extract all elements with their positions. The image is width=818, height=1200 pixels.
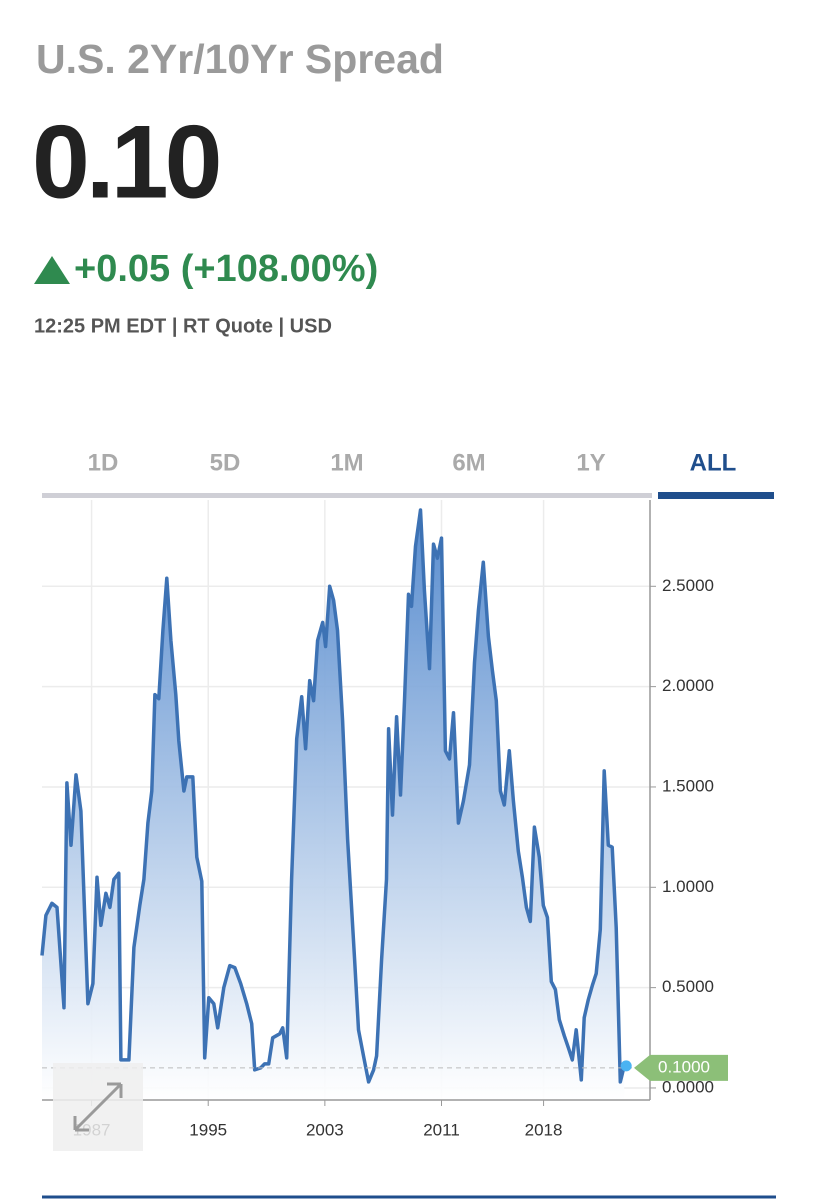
change: +0.05 (+108.00%) [74,248,378,290]
tab[interactable]: ALL [690,449,737,476]
tab[interactable]: 1Y [576,449,605,476]
tab-underline[interactable] [42,493,164,498]
tab[interactable]: 1D [88,449,119,476]
tab-underline[interactable] [530,493,652,498]
tab-bar: 1D 5D 1M 6M 1Y ALL [42,449,774,499]
tab[interactable]: 1M [330,449,363,476]
tab-underline[interactable] [658,492,774,499]
price: 0.10 [32,104,219,220]
plot: 0.00000.50001.00001.50002.00002.50001987… [40,500,728,1139]
last-value-label: 0.1000 [658,1057,710,1076]
tab-underline[interactable] [164,493,286,498]
y-tick-label: 1.0000 [662,877,714,896]
tab-underline[interactable] [408,493,530,498]
tab-underline[interactable] [286,493,408,498]
quote-meta: 12:25 PM EDT | RT Quote | USD [34,315,332,337]
expand-icon[interactable] [73,1082,123,1132]
y-tick-label: 1.5000 [662,776,714,795]
x-tick-label: 2018 [525,1120,563,1139]
title: U.S. 2Yr/10Yr Spread [36,36,444,82]
x-tick-label: 1995 [189,1120,227,1139]
area [42,510,625,1100]
line [40,508,626,1084]
x-tick-label: 2003 [306,1120,344,1139]
x-tick-label: 2011 [423,1120,460,1139]
y-tick-label: 2.0000 [662,676,714,695]
tab[interactable]: 6M [452,449,485,476]
expand-button[interactable] [53,1063,143,1151]
last-point [620,1060,632,1072]
y-tick-label: 0.5000 [662,977,714,996]
tab[interactable]: 5D [210,449,241,476]
up-arrow [34,256,70,284]
last-value-tag [634,1054,728,1081]
y-tick-label: 0.0000 [662,1077,714,1096]
y-tick-label: 2.5000 [662,576,714,595]
